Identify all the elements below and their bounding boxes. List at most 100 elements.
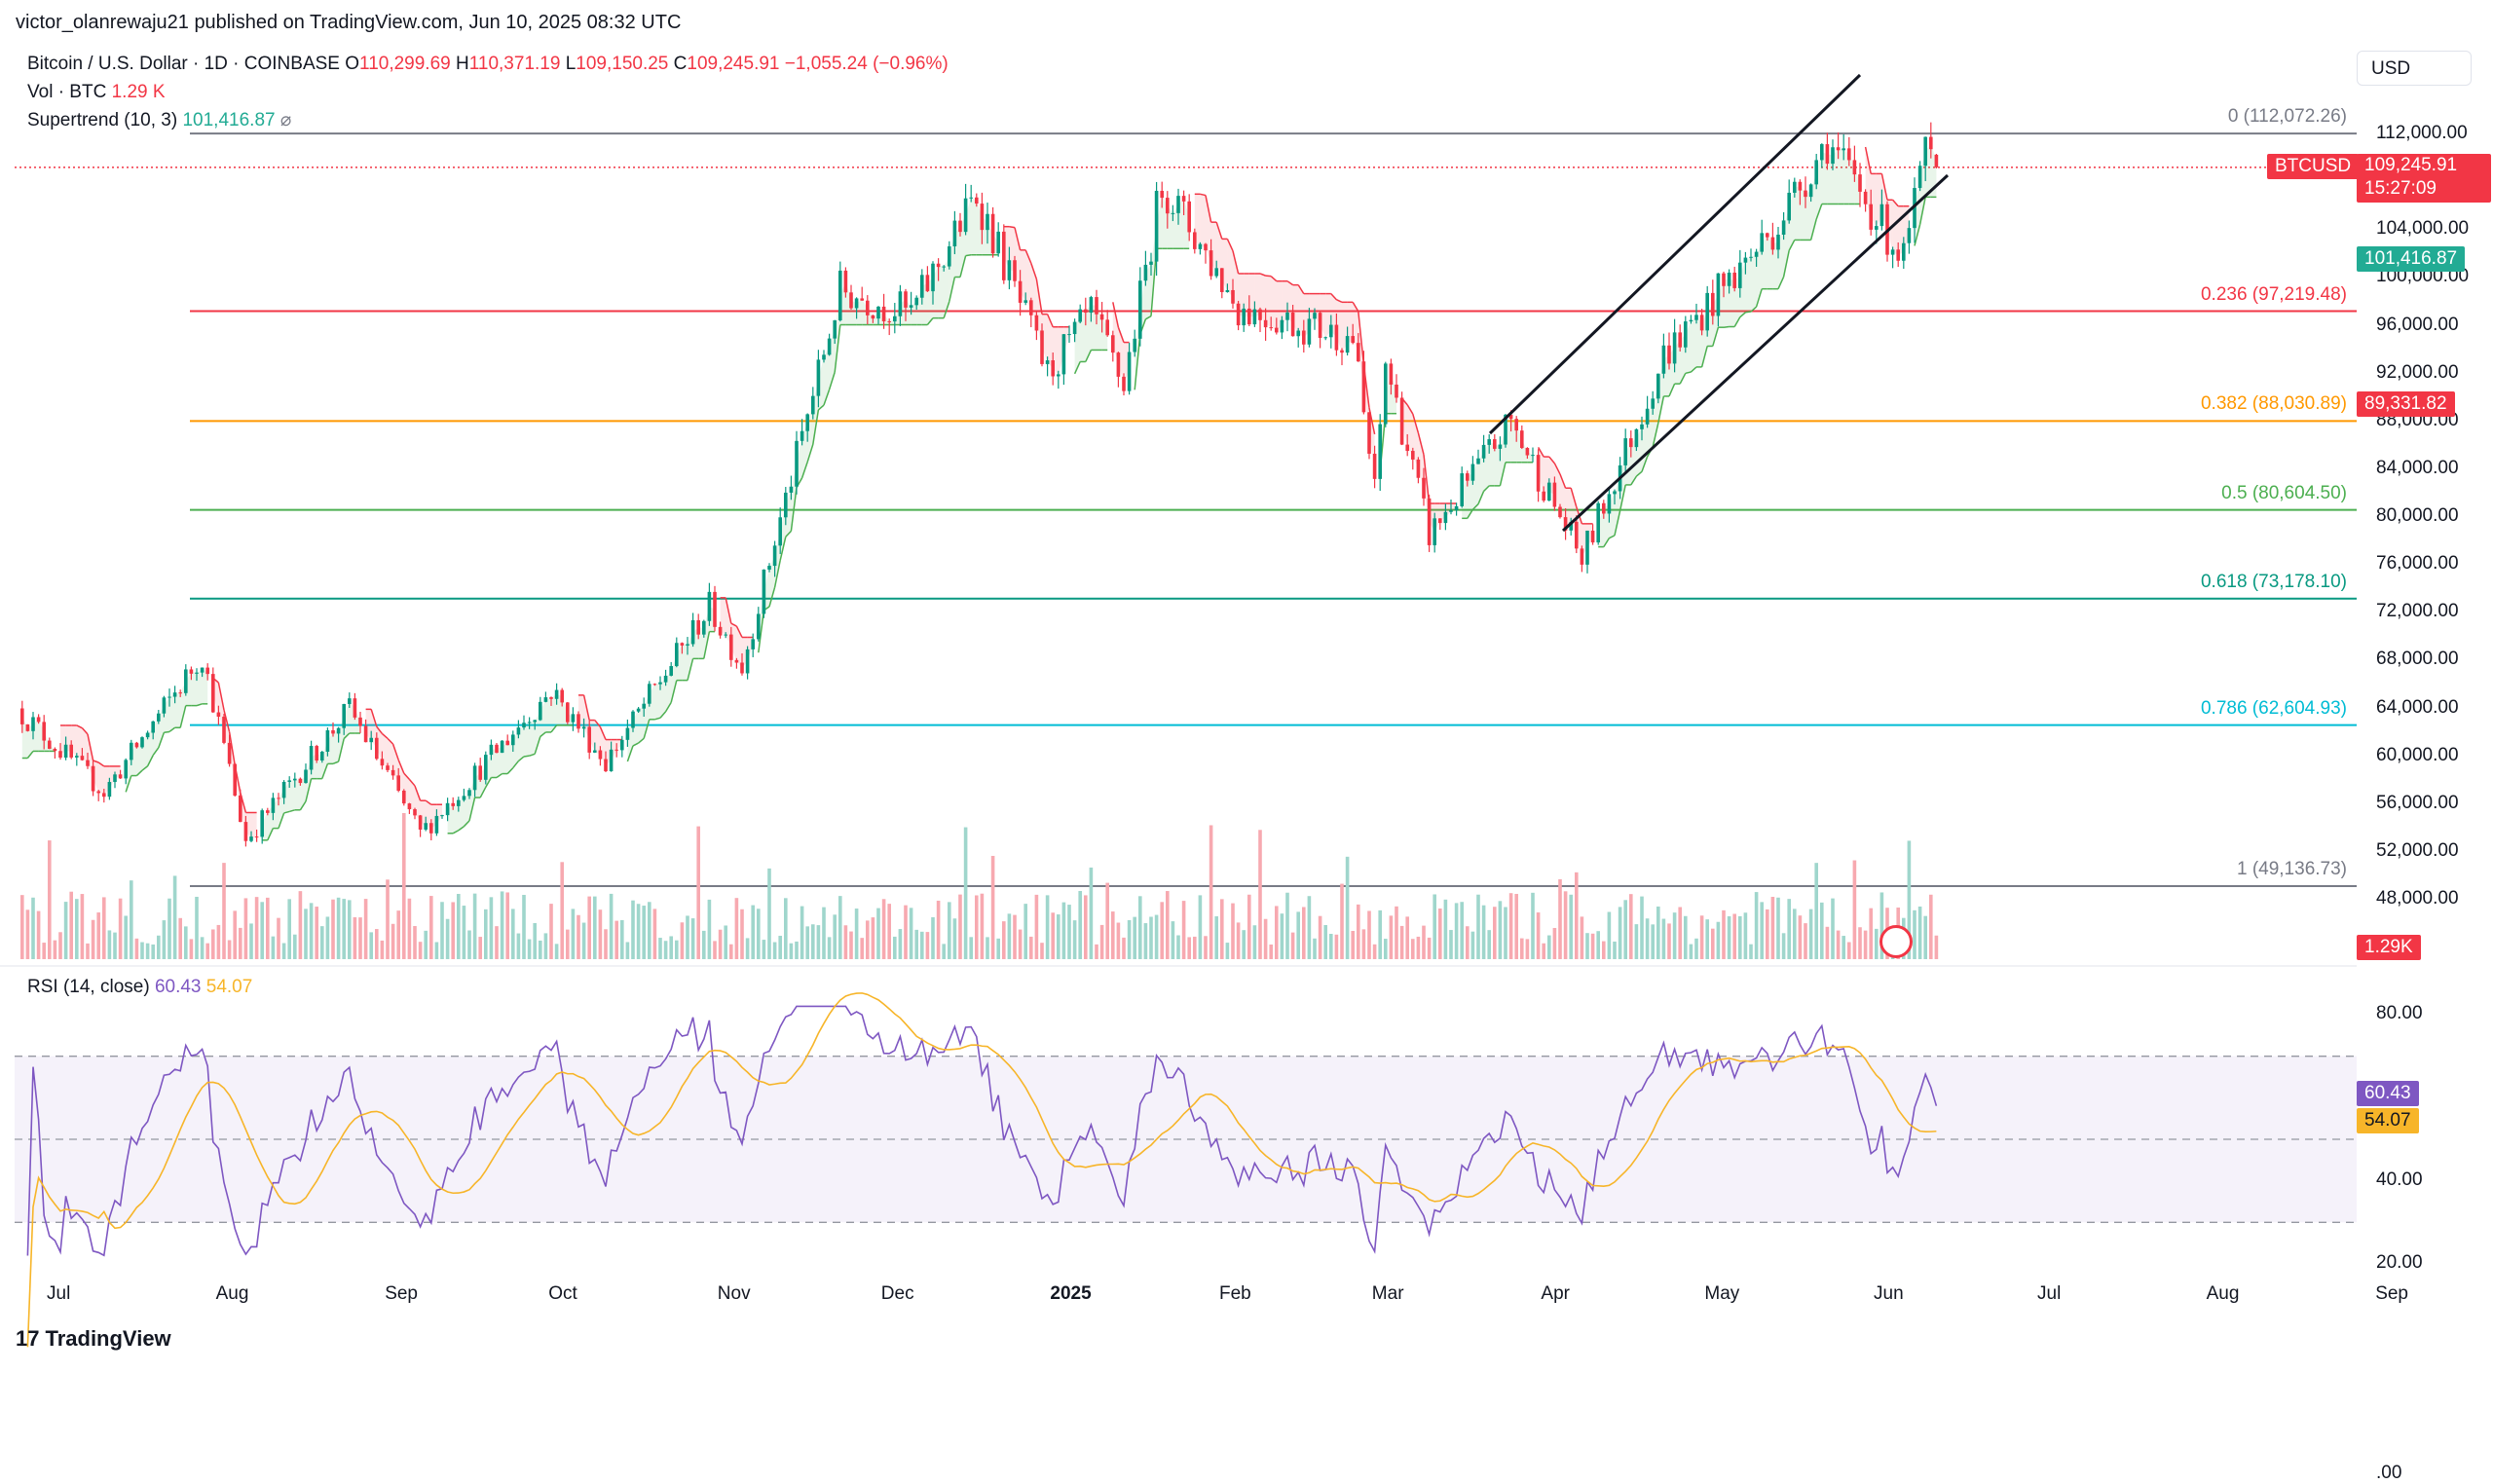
eye-off-icon[interactable]: ⌀ (279, 110, 292, 130)
candle-body (1236, 303, 1241, 326)
supertrend-line (670, 680, 678, 703)
tradingview-logo[interactable]: 17 TradingView (16, 1326, 171, 1352)
flag-icon[interactable] (1879, 925, 1913, 958)
candle-body (816, 359, 821, 396)
candle-body (516, 727, 521, 735)
supertrend-fill-segment (551, 694, 557, 732)
candle-body (424, 823, 428, 830)
supertrend-legend[interactable]: Supertrend (10, 3) 101,416.87 ⌀ (27, 109, 291, 131)
candle-body (1454, 505, 1459, 511)
volume-bar (1508, 893, 1513, 959)
candle-body (1929, 136, 1933, 150)
chart-canvas[interactable] (0, 0, 2493, 1363)
volume-bar (1917, 906, 1922, 959)
candle-body (1596, 502, 1600, 543)
candle-body (778, 517, 782, 546)
candle-body (1808, 184, 1813, 198)
volume-bar (222, 863, 226, 959)
candle-body (1732, 273, 1736, 288)
volume-bar (1934, 935, 1939, 959)
rsi-legend[interactable]: RSI (14, close) 60.43 54.07 (27, 977, 252, 998)
volume-bar (1667, 923, 1671, 959)
supertrend-value: 101,416.87 (182, 110, 276, 130)
candle-body (172, 692, 177, 697)
volume-bar (102, 897, 106, 959)
volume-bar (1252, 925, 1257, 959)
volume-bar (69, 891, 73, 959)
volume-bar (1111, 911, 1115, 959)
candle-body (249, 836, 253, 841)
currency-button[interactable]: USD (2357, 51, 2472, 86)
volume-legend[interactable]: Vol · BTC 1.29 K (27, 82, 166, 103)
volume-bar (1122, 937, 1126, 959)
supertrend-fill-segment (1554, 463, 1560, 512)
supertrend-line (540, 731, 546, 738)
supertrend-fill-segment (1838, 148, 1844, 204)
supertrend-line (959, 255, 967, 278)
volume-bar (1372, 944, 1377, 959)
volume-bar (554, 944, 559, 959)
candle-body (729, 634, 733, 660)
candle-body (690, 619, 695, 645)
candle-body (429, 823, 433, 834)
rsi-tag: 60.43 (2357, 1081, 2419, 1106)
candle-body (1520, 430, 1524, 448)
candle-body (130, 742, 133, 761)
volume-bar (1760, 902, 1764, 959)
candle-body (745, 649, 750, 674)
candle-body (211, 674, 215, 713)
supertrend-line (1892, 199, 1899, 207)
volume-bar (1214, 916, 1218, 959)
supertrend-line (1657, 395, 1665, 424)
volume-bar (254, 897, 259, 959)
supertrend-line (1750, 306, 1758, 313)
supertrend-fill-segment (1200, 194, 1206, 247)
candle-body (713, 591, 717, 627)
candle-body (1869, 204, 1873, 230)
supertrend-line (534, 736, 541, 755)
candle-body (222, 716, 226, 743)
supertrend-fill-segment (594, 720, 601, 756)
supertrend-line (1265, 275, 1272, 278)
volume-bar (1820, 902, 1824, 959)
candle-body (195, 672, 199, 674)
candle-body (1460, 473, 1464, 506)
volume-bar (980, 893, 985, 959)
supertrend-fill-segment (1919, 151, 1926, 225)
volume-bar (157, 935, 161, 959)
candle-body (451, 802, 455, 806)
supertrend-fill-segment (1167, 205, 1173, 249)
volume-bar (342, 899, 346, 959)
candle-body (1422, 477, 1426, 499)
supertrend-line (1619, 484, 1626, 511)
supertrend-line (1815, 204, 1823, 220)
volume-bar (1302, 907, 1306, 959)
volume-bar (1476, 894, 1480, 959)
volume-bar (1460, 902, 1464, 959)
supertrend-line (397, 760, 405, 774)
fib-label: 0.618 (73,178.10) (2200, 571, 2347, 592)
candle-body (167, 696, 171, 698)
volume-bar (1831, 898, 1835, 959)
time-axis-label: Jul (2037, 1283, 2062, 1304)
volume-bar (1787, 899, 1791, 959)
supertrend-line (1635, 470, 1643, 477)
volume-bar (1618, 907, 1622, 959)
candle-body (20, 708, 24, 724)
supertrend-fill-segment (174, 692, 181, 728)
symbol-legend[interactable]: Bitcoin / U.S. Dollar · 1D · COINBASE O1… (27, 54, 949, 74)
candle-body (511, 734, 515, 746)
supertrend-line (1745, 311, 1752, 314)
volume-bar (80, 894, 85, 959)
candle-body (1852, 160, 1857, 175)
volume-bar (200, 937, 205, 959)
candle-body (1067, 334, 1071, 336)
candle-body (849, 292, 853, 309)
volume-bar (1569, 894, 1573, 959)
volume-bar (1449, 930, 1453, 959)
volume-bar (1002, 921, 1006, 959)
candle-body (757, 613, 761, 640)
supertrend-line (93, 760, 99, 763)
supertrend-fill-segment (1576, 506, 1582, 557)
supertrend-line (1286, 280, 1294, 286)
